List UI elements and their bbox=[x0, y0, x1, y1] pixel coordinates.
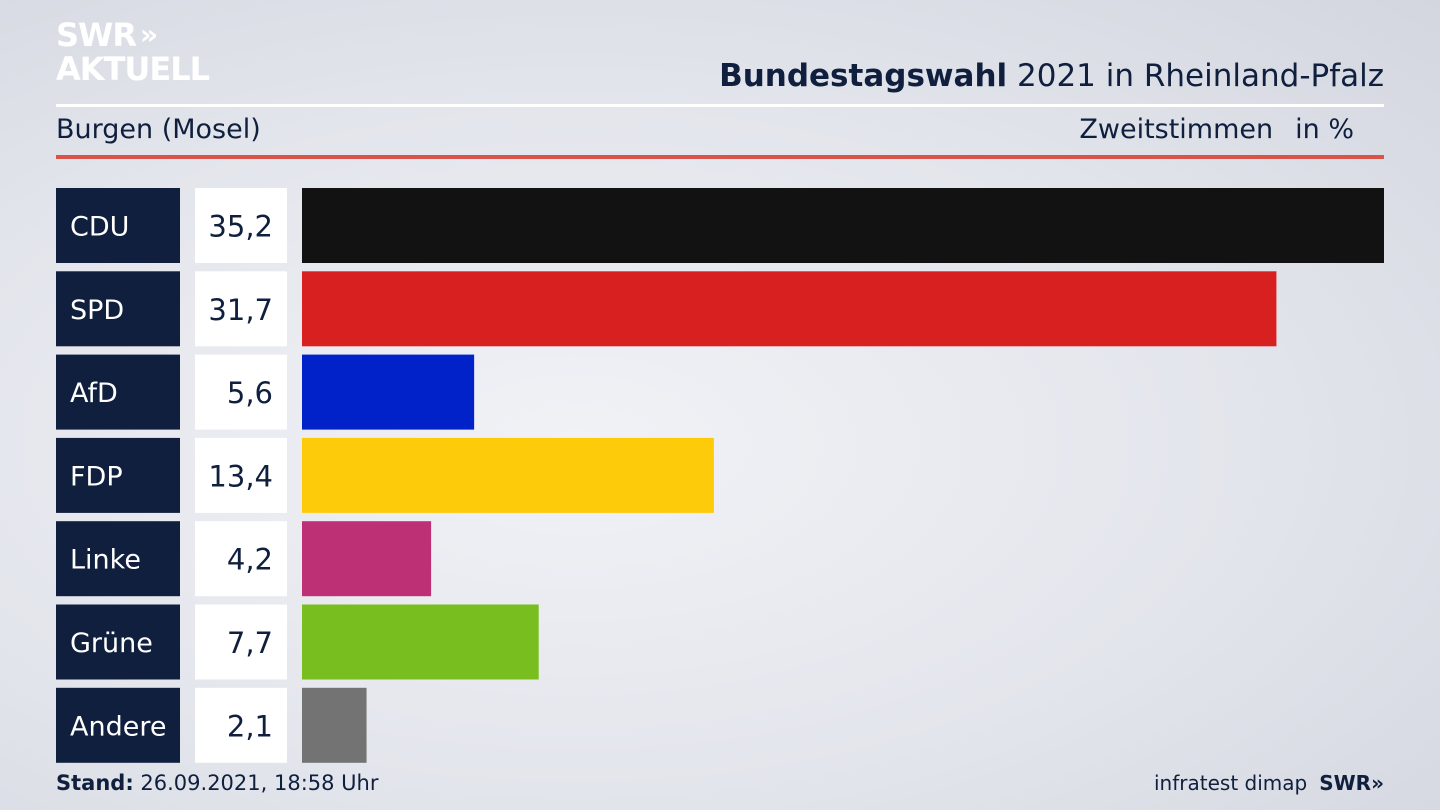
timestamp: Stand: 26.09.2021, 18:58 Uhr bbox=[56, 771, 379, 795]
party-label-cdu: CDU bbox=[70, 212, 129, 243]
value-label-cdu: 35,2 bbox=[208, 210, 273, 244]
party-label-linke: Linke bbox=[70, 545, 141, 576]
title-rest: 2021 in Rheinland-Pfalz bbox=[1007, 58, 1384, 94]
value-label-linke: 4,2 bbox=[227, 543, 273, 577]
value-box-afd bbox=[195, 354, 287, 430]
party-label-box-fdp bbox=[56, 437, 180, 513]
party-label-andere: Andere bbox=[70, 711, 166, 742]
region-label: Burgen (Mosel) bbox=[56, 114, 261, 145]
source-text: infratest dimap bbox=[1154, 771, 1308, 795]
value-label-andere: 2,1 bbox=[227, 709, 273, 743]
party-label-box-linke bbox=[56, 521, 180, 597]
bar-andere bbox=[302, 687, 367, 763]
page-title: Bundestagswahl 2021 in Rheinland-Pfalz bbox=[719, 58, 1384, 94]
party-label-spd: SPD bbox=[70, 295, 124, 326]
title-bold: Bundestagswahl bbox=[719, 58, 1008, 94]
party-label-gr-ne: Grüne bbox=[70, 628, 153, 659]
bar-linke bbox=[302, 521, 432, 597]
measure-text: Zweitstimmen bbox=[1079, 114, 1274, 145]
party-label-box-andere bbox=[56, 687, 180, 763]
party-label-afd: AfD bbox=[70, 378, 118, 409]
value-box-andere bbox=[195, 687, 287, 763]
value-label-gr-ne: 7,7 bbox=[227, 626, 273, 660]
party-label-box-gr-ne bbox=[56, 604, 180, 680]
party-label-box-cdu bbox=[56, 188, 180, 263]
value-box-spd bbox=[195, 271, 287, 347]
bar-fdp bbox=[302, 437, 714, 513]
timestamp-value: 26.09.2021, 18:58 Uhr bbox=[133, 771, 379, 795]
value-box-cdu bbox=[195, 188, 287, 263]
value-label-spd: 31,7 bbox=[208, 293, 273, 327]
timestamp-label: Stand: bbox=[56, 771, 134, 795]
value-box-linke bbox=[195, 521, 287, 597]
value-box-gr-ne bbox=[195, 604, 287, 680]
value-box-fdp bbox=[195, 437, 287, 513]
bar-gr-ne bbox=[302, 604, 539, 680]
measure-label: Zweitstimmen in % bbox=[1079, 114, 1354, 145]
bar-spd bbox=[302, 271, 1277, 347]
subtitle-divider bbox=[56, 155, 1384, 159]
party-label-box-spd bbox=[56, 271, 180, 347]
bar-afd bbox=[302, 354, 475, 430]
party-label-box-afd bbox=[56, 354, 180, 430]
header-divider bbox=[56, 104, 1384, 107]
value-label-afd: 5,6 bbox=[227, 376, 273, 410]
value-label-fdp: 13,4 bbox=[208, 459, 273, 493]
source-credit: infratest dimap SWR» bbox=[1154, 771, 1384, 795]
swr-brand-logo: SWR» bbox=[1319, 771, 1384, 795]
bar-cdu bbox=[302, 188, 1384, 263]
party-label-fdp: FDP bbox=[70, 461, 123, 492]
unit-text: in % bbox=[1295, 114, 1354, 145]
logo-aktuell-text: AKTUELL bbox=[56, 50, 210, 88]
logo-swr-text: SWR bbox=[56, 16, 137, 54]
swr-aktuell-logo: SWR» AKTUELL bbox=[56, 16, 210, 88]
